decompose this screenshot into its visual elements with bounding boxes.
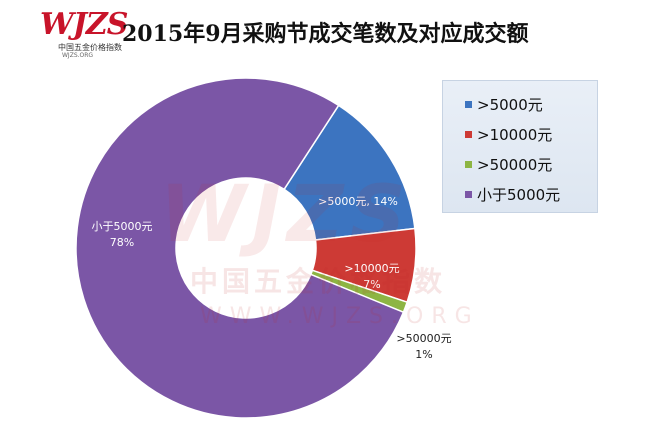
legend-label: 小于5000元 <box>477 185 561 204</box>
legend-label: >50000元 <box>477 155 553 174</box>
data-labels-group: >5000元, 14% >10000元 7% >50000元 1% 小于5000元 78% <box>92 195 452 361</box>
legend-swatch <box>465 160 472 168</box>
legend-item: >10000元 <box>443 119 597 149</box>
slices-group <box>75 77 417 419</box>
slice-lt5000 <box>75 77 405 419</box>
data-label-gt50000: >50000元 1% <box>396 332 451 361</box>
legend-label: >10000元 <box>477 125 553 144</box>
logo-url-text: WJZS.ORG <box>62 52 94 59</box>
legend-item: 小于5000元 <box>443 179 597 209</box>
legend-swatch <box>465 100 472 108</box>
chart-title: 2015年9月采购节成交笔数及对应成交额 <box>122 21 529 47</box>
legend-swatch <box>465 190 472 198</box>
chart-legend: >5000元 >10000元 >50000元 小于5000元 <box>442 80 598 213</box>
legend-item: >50000元 <box>443 149 597 179</box>
data-label-gt5000: >5000元, 14% <box>318 195 398 208</box>
legend-item: >5000元 <box>443 89 597 119</box>
logo-chinese-text: 中国五金价格指数 <box>58 43 122 52</box>
data-label-lt5000: 小于5000元 78% <box>92 220 153 249</box>
site-logo: WJZS 中国五金价格指数 WJZS.ORG <box>40 8 128 60</box>
data-label-gt10000: >10000元 7% <box>344 262 399 291</box>
logo-mark: WJZS <box>40 7 128 42</box>
legend-label: >5000元 <box>477 95 543 114</box>
legend-swatch <box>465 130 472 138</box>
